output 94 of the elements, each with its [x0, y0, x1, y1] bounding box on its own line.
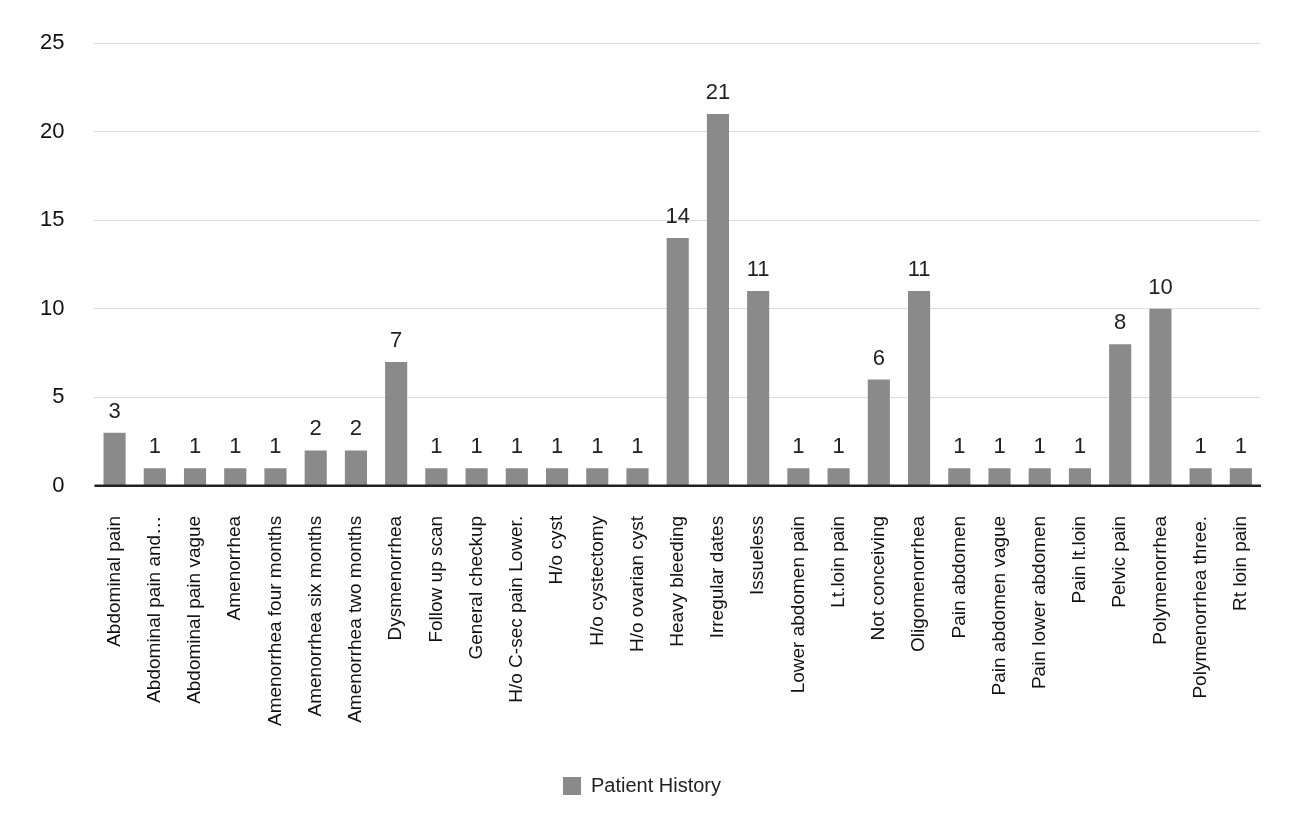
y-tick-label: 0: [52, 471, 65, 497]
bar: [344, 450, 367, 486]
x-tick-label: Amenorrhea two months: [344, 515, 366, 723]
data-label: 1: [993, 433, 1006, 459]
x-tick-label: Heavy bleeding: [665, 515, 687, 647]
data-label: 1: [591, 433, 604, 459]
bar: [183, 468, 207, 486]
x-tick-label: Amenorrhea six months: [303, 515, 325, 717]
data-label: 1: [550, 433, 564, 459]
y-tick-label: 25: [39, 29, 65, 55]
x-tick-label: Oligomenorrhea: [907, 515, 929, 653]
x-tick-label: Pain abdomen: [947, 515, 969, 639]
x-tick-label: Lt.loin pain: [826, 515, 848, 608]
data-label: 2: [349, 415, 363, 441]
x-tick-label: Pain abdomen vague: [987, 515, 1009, 696]
x-tick-label: Follow up scan: [424, 515, 446, 643]
y-tick-label: 15: [39, 206, 65, 232]
bar: [706, 114, 730, 486]
bar: [465, 468, 488, 486]
bar: [143, 468, 166, 486]
data-label: 1: [631, 433, 644, 459]
bar: [666, 237, 689, 486]
y-tick-label: 5: [52, 383, 65, 409]
data-label: 1: [188, 433, 202, 459]
x-tick-label: Dysmenorrhea: [384, 515, 406, 641]
data-label: 11: [746, 256, 770, 282]
bar: [304, 450, 327, 486]
data-label: 1: [832, 433, 845, 459]
bar: [385, 361, 408, 486]
x-tick-label: Abdominal pain and…: [143, 515, 165, 703]
x-tick-label: H/o ovarian cyst: [625, 515, 647, 653]
data-label: 8: [1114, 309, 1127, 335]
bar: [505, 468, 528, 486]
bar: [747, 291, 770, 486]
x-tick-label: Polymenorrhea three.: [1188, 515, 1210, 699]
bar: [626, 468, 649, 486]
bar: [425, 468, 448, 486]
data-label: 1: [1033, 433, 1046, 459]
data-label: 1: [510, 433, 523, 459]
data-label: 1: [953, 433, 966, 459]
x-tick-label: Rt loin pain: [1229, 515, 1251, 611]
x-tick-label: Not conceiving: [867, 515, 889, 641]
data-label: 1: [1234, 433, 1247, 459]
x-tick-label: Abdominal pain: [102, 515, 124, 647]
bar: [787, 468, 810, 486]
data-label: 1: [470, 433, 483, 459]
bar: [545, 468, 569, 486]
bar: [1068, 468, 1092, 486]
x-tick-label: Amenorrhea: [223, 515, 245, 621]
bar: [224, 468, 247, 486]
bar: [988, 468, 1011, 486]
x-tick-label: Amenorrhea four months: [263, 515, 285, 727]
x-tick-label: H/o cyst: [545, 515, 567, 585]
y-tick-label: 20: [39, 117, 65, 143]
bar: [1028, 468, 1051, 486]
data-label: 3: [108, 397, 121, 423]
bar: [867, 379, 890, 486]
legend-label: Patient History: [590, 773, 722, 796]
x-tick-label: Pain lower abdomen: [1027, 515, 1049, 690]
x-tick-label: Abdominal pain vague: [183, 515, 205, 704]
bar: [827, 468, 850, 486]
x-tick-label: Lower abdomen pain: [786, 515, 808, 694]
data-label: 2: [309, 415, 322, 441]
bar: [1229, 468, 1252, 486]
data-label: 6: [872, 344, 885, 370]
x-tick-label: H/o C-sec pain Lower.: [505, 515, 527, 703]
bar: [586, 468, 609, 486]
x-tick-label: Polymenorrhea: [1148, 515, 1170, 645]
x-tick-label: H/o cystectomy: [585, 515, 607, 646]
bar: [908, 291, 931, 486]
x-tick-label: Pelvic pain: [1108, 515, 1130, 608]
data-label: 14: [665, 203, 690, 229]
data-label: 1: [1194, 433, 1207, 459]
x-tick-label: Issueless: [746, 515, 768, 596]
bar: [1189, 468, 1212, 486]
bar: [103, 432, 126, 486]
data-label: 1: [229, 433, 242, 459]
data-label: 7: [390, 326, 403, 352]
data-label: 1: [269, 433, 282, 459]
y-tick-label: 10: [39, 294, 65, 320]
data-label: 1: [1073, 433, 1087, 459]
bar: [1149, 308, 1172, 486]
bar: [1109, 344, 1132, 486]
data-label: 21: [705, 79, 731, 105]
bar: [264, 468, 287, 486]
data-label: 1: [792, 433, 805, 459]
x-tick-label: Irregular dates: [706, 515, 728, 639]
data-label: 1: [430, 433, 443, 459]
x-tick-label: General checkup: [464, 515, 486, 660]
data-label: 11: [907, 256, 931, 282]
bar: [948, 468, 971, 486]
x-tick-label: Pain lt.loin: [1068, 515, 1090, 604]
data-label: 1: [148, 433, 161, 459]
data-label: 10: [1148, 273, 1173, 299]
